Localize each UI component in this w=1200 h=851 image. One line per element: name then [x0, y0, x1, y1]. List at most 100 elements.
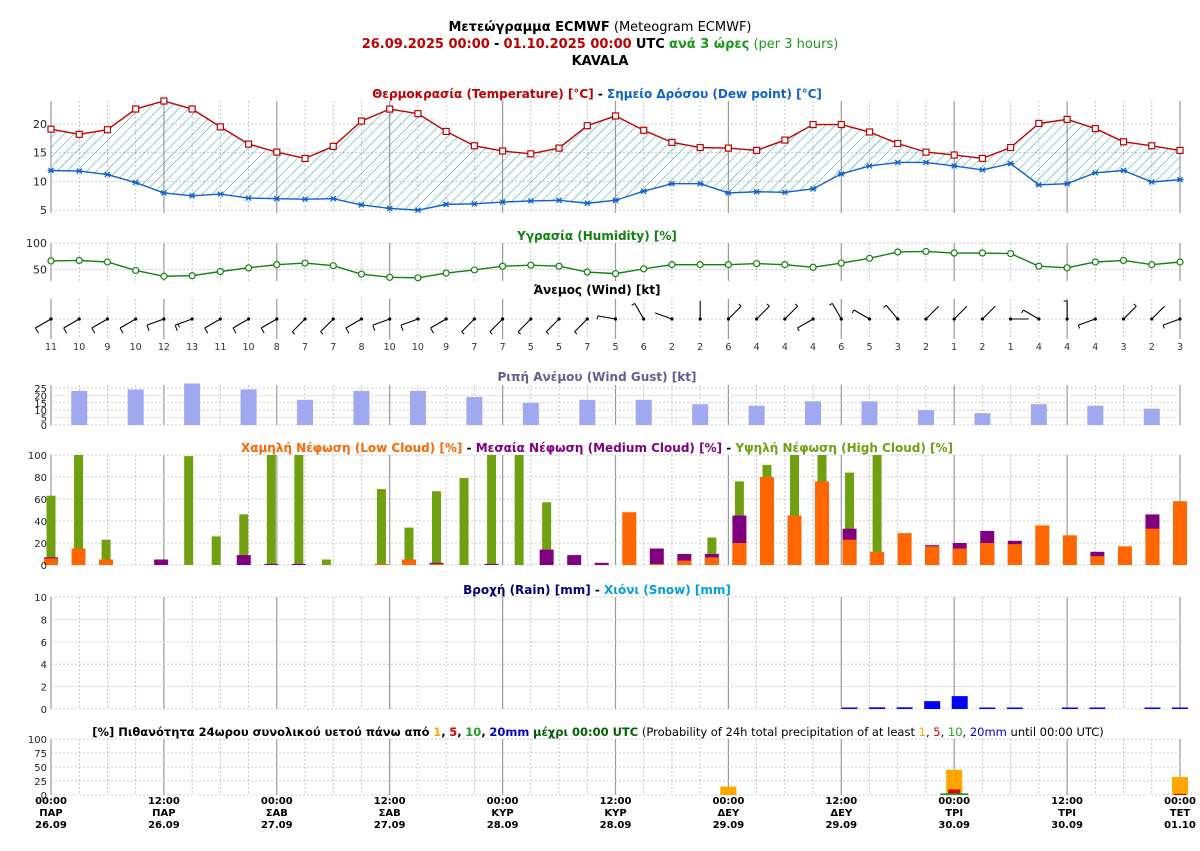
high-cloud-bar [266, 455, 276, 565]
gust-bar [297, 399, 314, 425]
wind-barb-origin [952, 317, 956, 321]
temperature-point [1091, 124, 1099, 133]
wind-barb [980, 305, 996, 321]
dew-point-point [809, 185, 817, 192]
wind-barb-feather [320, 331, 324, 335]
dew-point-point [922, 159, 930, 166]
probability-panel-title: [%] Πιθανότητα 24ωρου συνολικού υετού πά… [92, 725, 1104, 739]
wind-barb [596, 315, 618, 321]
wind-speed-label: 1 [951, 342, 957, 353]
wind-barb-shaft [35, 318, 52, 329]
high-cloud-bar [789, 455, 799, 565]
wind-barb-shaft [291, 318, 306, 333]
x-tick-day: ΠΑΡ [39, 808, 62, 819]
x-tick-date: 26.09 [35, 820, 67, 831]
dew-point-marker-stroke [810, 185, 817, 192]
wind-barb-shaft [574, 318, 588, 333]
wind-barb [1077, 317, 1097, 329]
humidity-point [301, 259, 309, 267]
temperature-point [75, 130, 83, 138]
wind-barb [883, 304, 900, 321]
dew-point-point [612, 197, 619, 204]
x-tick-day: ΚΥΡ [604, 808, 626, 819]
date-range: 26.09.2025 00:00 - 01.10.2025 00:00 UTC … [362, 37, 839, 52]
wind-barb-feather [829, 302, 833, 306]
humidity-point [640, 265, 648, 273]
probability-ytick-label: 25 [34, 777, 47, 788]
humidity-point [188, 272, 196, 280]
temperature-point [357, 117, 366, 125]
wind-barb-origin [1121, 317, 1126, 321]
humidity-point [47, 257, 55, 265]
wind-speed-label: 5 [867, 342, 873, 353]
wind-speed-label: 4 [1036, 342, 1042, 353]
wind-barb-origin [670, 317, 674, 321]
low-cloud-bar [71, 548, 86, 565]
high-cloud-bar [432, 491, 442, 565]
gust-bar [805, 401, 822, 425]
wind-barb-origin [980, 317, 985, 321]
wind-speed-label: 13 [186, 342, 198, 353]
wind-barb [320, 317, 335, 335]
high-cloud-bar [459, 478, 469, 565]
wind-barb [783, 303, 798, 321]
probability-ytick-label: 100 [28, 735, 47, 746]
x-tick-day: ΣΑΒ [379, 808, 401, 819]
dew-point-point [724, 189, 732, 196]
wind-barb-origin [811, 317, 815, 321]
x-tick-time: 00:00 [712, 796, 744, 807]
dew-point-point [668, 180, 676, 187]
wind-barb [91, 317, 110, 334]
humidity-point [527, 261, 535, 269]
dew-point-marker-stroke [302, 196, 308, 203]
wind-speed-label: 11 [45, 342, 57, 353]
dew-point-marker-stroke [386, 205, 393, 212]
x-tick-day: ΤΡΙ [945, 808, 963, 819]
humidity-point [1063, 264, 1071, 272]
x-tick-day: ΚΥΡ [491, 808, 513, 819]
wind-barb-feather [34, 327, 39, 334]
wind-barb-feather [430, 327, 434, 334]
wind-barb-feather [883, 304, 887, 308]
dew-point-marker-stroke [725, 189, 732, 196]
wind-barb-origin [839, 317, 843, 321]
rain-bar [869, 707, 886, 709]
dew-point-point [470, 200, 478, 207]
dew-point-marker-stroke [443, 201, 450, 208]
gust-bar [409, 390, 426, 425]
humidity-point [611, 270, 620, 278]
temperature-point [1035, 119, 1043, 128]
x-tick-date: 30.09 [938, 820, 970, 831]
gust-bar [1030, 404, 1047, 425]
gust-bar [692, 404, 709, 425]
gust-bar [1087, 405, 1104, 425]
low-cloud-bar [1090, 556, 1105, 565]
wind-barb-origin [585, 317, 589, 321]
probability-5mm-bar [948, 789, 961, 795]
wind-barb-origin [1065, 317, 1069, 321]
humidity-point [583, 268, 591, 276]
wind-barb-origin [501, 317, 505, 321]
dew-point-point [75, 168, 83, 175]
humidity-point [414, 274, 422, 282]
dew-point-marker-stroke [1092, 169, 1099, 176]
temperature-point [216, 123, 224, 131]
low-cloud-bar [429, 563, 444, 565]
wind-barb-shaft [654, 312, 673, 320]
wind-speed-label: 3 [895, 342, 901, 353]
cloud-panel-title: Χαμηλή Νέφωση (Low Cloud) [%] - Μεσαία Ν… [241, 441, 953, 455]
cloud-ytick-label: 80 [34, 473, 47, 484]
humidity-point [922, 247, 930, 256]
wind-barb-shaft [372, 318, 390, 326]
rain-bar [924, 701, 941, 709]
dew-point-marker-stroke [753, 188, 760, 195]
dew-point-marker-stroke [217, 191, 224, 198]
temperature-point [1176, 146, 1184, 154]
wind-barb-feather [146, 324, 150, 331]
wind-barb [430, 317, 448, 334]
low-cloud-bar [952, 548, 967, 565]
humidity-point [894, 248, 902, 256]
dew-point-point [47, 167, 55, 174]
dew-point-point [1148, 179, 1156, 185]
gust-bar [127, 389, 144, 425]
